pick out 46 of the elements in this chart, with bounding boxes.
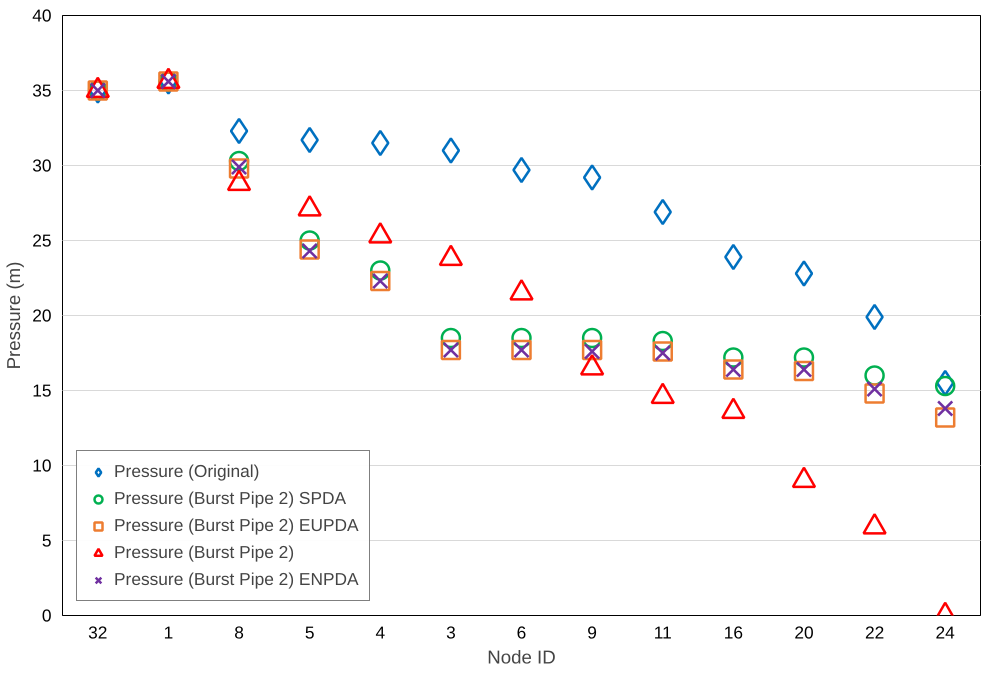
point: [582, 164, 602, 191]
y-tick-label: 25: [32, 230, 52, 250]
point: [299, 239, 320, 260]
point: [371, 130, 390, 156]
y-axis-title: Pressure (m): [3, 262, 24, 370]
x-tick-label: 1: [164, 622, 174, 642]
point: [230, 118, 248, 144]
point: [724, 244, 743, 270]
legend-label: Pressure (Burst Pipe 2) SPDA: [114, 488, 346, 509]
point: [936, 400, 954, 417]
legend-label: Pressure (Burst Pipe 2): [114, 542, 294, 563]
point: [300, 126, 319, 154]
legend-label: Pressure (Burst Pipe 2) ENPDA: [114, 569, 359, 590]
point: [794, 260, 814, 287]
point: [652, 341, 673, 362]
y-tick-label: 20: [32, 306, 52, 326]
y-tick-label: 5: [42, 530, 52, 550]
x-tick-label: 5: [304, 622, 314, 642]
x-tick-label: 16: [724, 622, 743, 642]
x-tick-label: 20: [794, 622, 814, 642]
legend-label: Pressure (Burst Pipe 2) EUPDA: [114, 515, 359, 536]
y-tick-label: 35: [32, 80, 52, 100]
point: [934, 376, 956, 396]
x-tick-label: 3: [446, 622, 456, 642]
x-tick-label: 11: [654, 622, 672, 642]
x-tick-label: 6: [516, 622, 526, 642]
y-tick-label: 0: [42, 606, 52, 626]
point: [442, 137, 460, 164]
y-tick-label: 40: [32, 6, 52, 26]
x-tick-label: 4: [375, 622, 386, 642]
x-axis-title: Node ID: [487, 646, 556, 668]
x-tick-label: 22: [864, 622, 884, 642]
y-tick-label: 15: [32, 380, 52, 400]
point: [865, 304, 884, 330]
point: [512, 156, 531, 184]
y-tick-label: 10: [32, 456, 52, 476]
x-tick-label: 32: [88, 622, 108, 642]
point: [653, 198, 672, 226]
point: [794, 360, 814, 382]
point: [582, 340, 602, 360]
point: [934, 407, 956, 428]
x-tick-label: 8: [234, 622, 244, 642]
x-tick-label: 9: [587, 622, 597, 642]
x-tick-label: 24: [936, 622, 956, 642]
legend-label: Pressure (Original): [114, 461, 260, 482]
y-tick-label: 30: [32, 156, 52, 176]
